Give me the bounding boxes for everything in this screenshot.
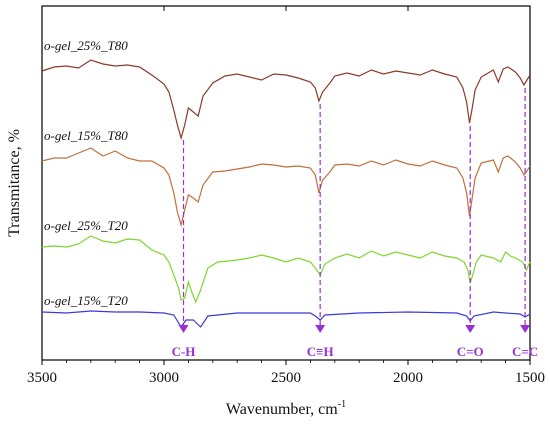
y-axis-title: Transmitance, % xyxy=(6,129,23,237)
x-tick-label: 2000 xyxy=(393,370,423,386)
annotation-label: C=C xyxy=(512,344,538,359)
x-tick-label: 1500 xyxy=(515,370,545,386)
series-label: o-gel_25%_T20 xyxy=(44,218,128,233)
x-tick-label: 2500 xyxy=(271,370,301,386)
annotation-layer: C-H C≡H C=O C=C xyxy=(172,88,538,359)
x-tick-label: 3000 xyxy=(149,370,179,386)
series-label: o-gel_15%_T80 xyxy=(44,128,128,143)
series-line xyxy=(41,310,531,329)
series-label: o-gel_15%_T20 xyxy=(44,293,128,308)
series-line xyxy=(41,235,531,304)
x-axis-title-text: Wavenumber, cm xyxy=(226,401,338,418)
x-axis-title: Wavenumber, cm-1 xyxy=(226,399,346,418)
series-layer: o-gel_15%_T20 o-gel_25%_T20 o-gel_15%_T80 o… xyxy=(41,38,531,329)
series-line xyxy=(41,147,531,228)
annotation-arrow xyxy=(178,325,189,333)
annotation-arrow xyxy=(520,325,531,333)
x-tick-label: 3500 xyxy=(27,370,57,386)
series-label: o-gel_25%_T80 xyxy=(44,38,128,53)
annotation-arrow xyxy=(465,325,476,333)
series-line xyxy=(41,59,531,141)
annotation-label: C=O xyxy=(457,344,484,359)
annotation-arrow xyxy=(315,325,326,333)
x-axis-title-sup: -1 xyxy=(338,399,346,410)
annotation-label: C≡H xyxy=(307,344,334,359)
x-tick-layer: 3500 3000 2500 2000 1500 xyxy=(27,6,545,386)
annotation-label: C-H xyxy=(172,344,196,359)
